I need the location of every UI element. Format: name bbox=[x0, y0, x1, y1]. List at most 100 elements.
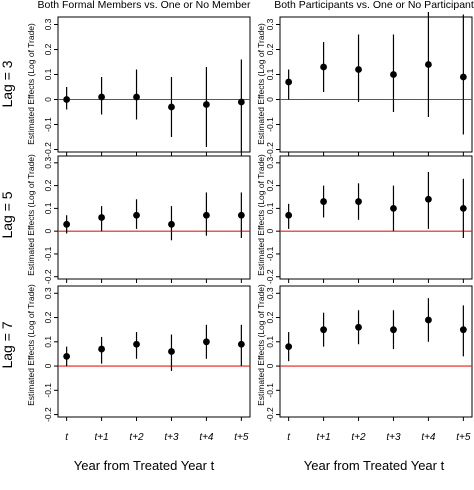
y-tick-label: 0.2 bbox=[43, 43, 53, 55]
y-tick-label: 0.1 bbox=[265, 68, 275, 80]
y-tick-label: 0 bbox=[43, 229, 53, 234]
point-estimate bbox=[320, 63, 327, 71]
y-tick-label: 0.1 bbox=[43, 68, 53, 80]
point-estimate bbox=[63, 352, 71, 360]
y-tick-label: 0.2 bbox=[265, 311, 275, 323]
panel-3-2: -0.2 -0.1 0 0.1 0.2 0.3 t t+1 t+2 t+3 t+4 t+5 bbox=[265, 285, 473, 443]
point-estimate bbox=[459, 73, 467, 81]
point-estimate bbox=[168, 103, 175, 111]
point-estimate bbox=[133, 340, 140, 348]
panels: -0.2-0.100.10.20.3-0.2-0.100.10.20.3-0.2… bbox=[43, 12, 473, 443]
point-estimate bbox=[63, 220, 71, 228]
point-estimate bbox=[237, 98, 245, 106]
y-tick-label: 0 bbox=[265, 229, 275, 234]
point-estimate bbox=[203, 211, 210, 219]
y-tick-label: -0.1 bbox=[265, 117, 275, 132]
point-estimate bbox=[390, 326, 397, 334]
y-tick-label: -0.2 bbox=[43, 142, 53, 157]
point-estimate bbox=[98, 214, 105, 221]
point-estimate bbox=[355, 66, 362, 73]
row-label-lag7: Lag = 7 bbox=[0, 321, 15, 368]
ylabel-row2-left: Estimated Effects (Log of Trade) bbox=[26, 154, 36, 276]
x-tick-label: t+1 bbox=[316, 432, 330, 443]
y-tick-label: 0.3 bbox=[265, 287, 275, 299]
y-tick-label: 0.1 bbox=[43, 202, 53, 214]
y-tick-label: 0.1 bbox=[265, 336, 275, 348]
panel-2-2: -0.2 -0.1 0 0.1 0.2 0.3 bbox=[265, 155, 473, 284]
point-estimate bbox=[390, 71, 397, 78]
y-tick-label: -0.2 bbox=[265, 142, 275, 157]
ylabel-row1-right: Estimated Effects (Log of Trade) bbox=[256, 23, 266, 145]
point-estimate bbox=[133, 93, 140, 101]
point-estimate bbox=[203, 338, 210, 346]
panel-1-2: -0.2 -0.1 0 0.1 0.2 0.3 bbox=[265, 12, 473, 157]
y-tick-label: 0.2 bbox=[43, 311, 53, 323]
point-estimate bbox=[285, 211, 293, 219]
point-estimate bbox=[425, 316, 432, 324]
point-estimate bbox=[320, 198, 327, 205]
point-estimate bbox=[459, 204, 467, 212]
y-tick-label: 0.3 bbox=[265, 18, 275, 30]
y-tick-label: 0 bbox=[265, 97, 275, 102]
y-tick-label: -0.1 bbox=[265, 246, 275, 261]
y-tick-label: -0.2 bbox=[265, 407, 275, 422]
point-estimate bbox=[98, 345, 105, 353]
y-tick-label: -0.2 bbox=[265, 269, 275, 284]
x-tick-label: t+2 bbox=[129, 432, 144, 443]
point-estimate bbox=[459, 326, 467, 334]
point-estimate bbox=[425, 61, 432, 68]
point-estimate bbox=[355, 198, 362, 205]
y-tick-label: 0 bbox=[265, 363, 275, 368]
ylabel-row1-left: Estimated Effects (Log of Trade) bbox=[26, 23, 36, 145]
y-tick-label: 0.3 bbox=[43, 287, 53, 299]
point-estimate bbox=[237, 211, 245, 219]
x-tick-label: t+5 bbox=[234, 432, 249, 443]
y-tick-label: -0.1 bbox=[43, 117, 53, 132]
y-tick-label: 0.3 bbox=[43, 157, 53, 169]
point-estimate bbox=[320, 326, 327, 334]
y-tick-label: 0.3 bbox=[265, 157, 275, 169]
x-tick-label: t bbox=[65, 432, 69, 443]
y-tick-label: 0.1 bbox=[265, 202, 275, 214]
point-estimate bbox=[168, 220, 175, 228]
point-estimate bbox=[390, 204, 397, 212]
y-tick-label: -0.2 bbox=[43, 269, 53, 284]
y-tick-label: 0.2 bbox=[265, 179, 275, 191]
point-estimate bbox=[237, 340, 245, 348]
y-tick-label: -0.1 bbox=[43, 383, 53, 398]
point-estimate bbox=[285, 78, 293, 86]
point-estimate bbox=[133, 211, 140, 219]
ylabel-row3-right: Estimated Effects (Log of Trade) bbox=[256, 284, 266, 406]
panel-1-1: -0.2 -0.1 0 0.1 0.2 0.3 bbox=[43, 16, 251, 157]
row-label-lag5: Lag = 5 bbox=[0, 191, 15, 238]
point-estimate bbox=[285, 343, 293, 351]
column-title-left: Both Formal Members vs. One or No Member bbox=[38, 0, 251, 11]
panel-3-1: -0.2 -0.1 0 0.1 0.2 0.3 t t+1 t+2 t+3 t+4 t+5 bbox=[43, 285, 251, 443]
y-tick-label: -0.1 bbox=[43, 246, 53, 261]
panel-frame bbox=[279, 285, 473, 418]
x-tick-label: t+1 bbox=[94, 432, 108, 443]
xlabel-right: Year from Treated Year t bbox=[304, 458, 445, 473]
y-tick-label: 0.1 bbox=[43, 336, 53, 348]
x-tick-label: t bbox=[287, 432, 291, 443]
x-tick-label: t+3 bbox=[386, 432, 401, 443]
point-estimate bbox=[425, 195, 432, 203]
point-estimate bbox=[355, 323, 362, 331]
panel-frame bbox=[279, 155, 473, 280]
row-label-lag3: Lag = 3 bbox=[0, 60, 15, 107]
y-tick-label: 0.3 bbox=[43, 18, 53, 30]
x-tick-label: t+4 bbox=[421, 432, 436, 443]
y-tick-label: -0.1 bbox=[265, 383, 275, 398]
point-estimate bbox=[98, 93, 105, 101]
panel-frame bbox=[57, 16, 251, 153]
panel-2-1: -0.2 -0.1 0 0.1 0.2 0.3 bbox=[43, 155, 251, 284]
x-tick-label: t+5 bbox=[456, 432, 471, 443]
ylabel-row3-left: Estimated Effects (Log of Trade) bbox=[26, 284, 36, 406]
x-tick-label: t+4 bbox=[199, 432, 214, 443]
point-estimate bbox=[203, 101, 210, 108]
panel-frame bbox=[57, 285, 251, 418]
column-title-right: Both Participants vs. One or No Particip… bbox=[274, 0, 474, 11]
y-tick-label: -0.2 bbox=[43, 407, 53, 422]
